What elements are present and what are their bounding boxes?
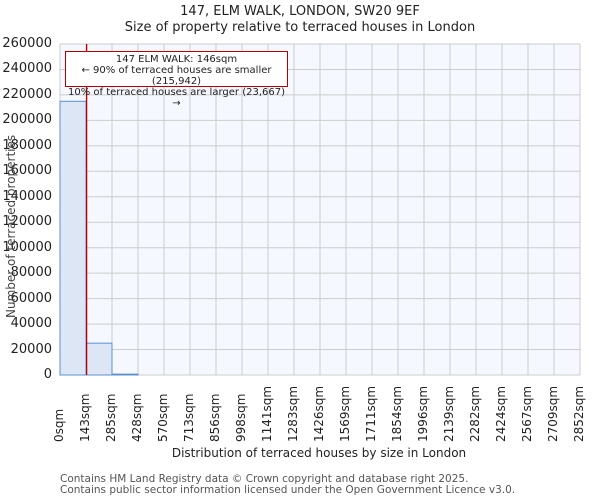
annotation-line-2: ← 90% of terraced houses are smaller (21… bbox=[81, 65, 272, 87]
histogram-bar bbox=[59, 100, 87, 376]
histogram-bar bbox=[111, 373, 139, 376]
x-tick-label: 2282sqm bbox=[468, 385, 482, 442]
x-axis-title: Distribution of terraced houses by size … bbox=[171, 446, 467, 460]
x-tick-label: 1141sqm bbox=[260, 385, 274, 442]
x-tick-label: 2424sqm bbox=[494, 385, 508, 442]
annotation-line-3: 10% of terraced houses are larger (23,66… bbox=[68, 87, 285, 109]
x-tick-label: 1283sqm bbox=[286, 385, 300, 442]
chart-subtitle: Size of property relative to terraced ho… bbox=[124, 20, 476, 35]
y-tick-label: 80000 bbox=[10, 265, 52, 281]
y-tick-label: 200000 bbox=[2, 112, 52, 128]
y-tick-label: 260000 bbox=[2, 36, 52, 51]
x-tick-label: 2852sqm bbox=[572, 385, 586, 442]
y-tick-label: 60000 bbox=[10, 290, 52, 306]
x-tick-label: 143sqm bbox=[78, 393, 92, 442]
y-tick-label: 0 bbox=[43, 367, 52, 382]
x-tick-label: 2709sqm bbox=[546, 385, 560, 442]
x-tick-label: 428sqm bbox=[130, 393, 144, 442]
footer-licence: Contains public sector information licen… bbox=[60, 484, 516, 496]
x-tick-label: 1854sqm bbox=[390, 385, 404, 442]
x-tick-label: 856sqm bbox=[208, 393, 222, 442]
x-tick-label: 0sqm bbox=[52, 408, 66, 442]
y-tick-label: 180000 bbox=[2, 137, 52, 153]
property-annotation: 147 ELM WALK: 146sqm ← 90% of terraced h… bbox=[65, 51, 288, 109]
y-tick-label: 240000 bbox=[2, 61, 52, 77]
y-tick-label: 100000 bbox=[2, 239, 52, 255]
x-tick-label: 1711sqm bbox=[364, 385, 378, 442]
chart-title: 147, ELM WALK, LONDON, SW20 9EF bbox=[180, 4, 420, 19]
x-tick-label: 1426sqm bbox=[312, 385, 326, 442]
x-tick-label: 713sqm bbox=[182, 393, 196, 442]
y-tick-label: 20000 bbox=[10, 341, 52, 357]
annotation-line-1: 147 ELM WALK: 146sqm bbox=[115, 54, 238, 65]
x-tick-label: 2139sqm bbox=[442, 385, 456, 442]
y-tick-label: 160000 bbox=[2, 163, 52, 179]
y-axis-title: Number of terraced properties bbox=[4, 134, 18, 318]
x-tick-label: 998sqm bbox=[234, 393, 248, 442]
y-tick-label: 140000 bbox=[2, 188, 52, 204]
y-tick-label: 120000 bbox=[2, 214, 52, 230]
y-tick-label: 40000 bbox=[10, 316, 52, 332]
y-tick-label: 220000 bbox=[2, 86, 52, 102]
x-tick-label: 570sqm bbox=[156, 393, 170, 442]
x-tick-label: 285sqm bbox=[104, 393, 118, 442]
footer-copyright: Contains HM Land Registry data © Crown c… bbox=[60, 473, 469, 485]
x-tick-label: 2567sqm bbox=[520, 385, 534, 442]
x-tick-label: 1996sqm bbox=[416, 385, 430, 442]
histogram-bar bbox=[85, 342, 113, 376]
x-tick-label: 1569sqm bbox=[338, 385, 352, 442]
